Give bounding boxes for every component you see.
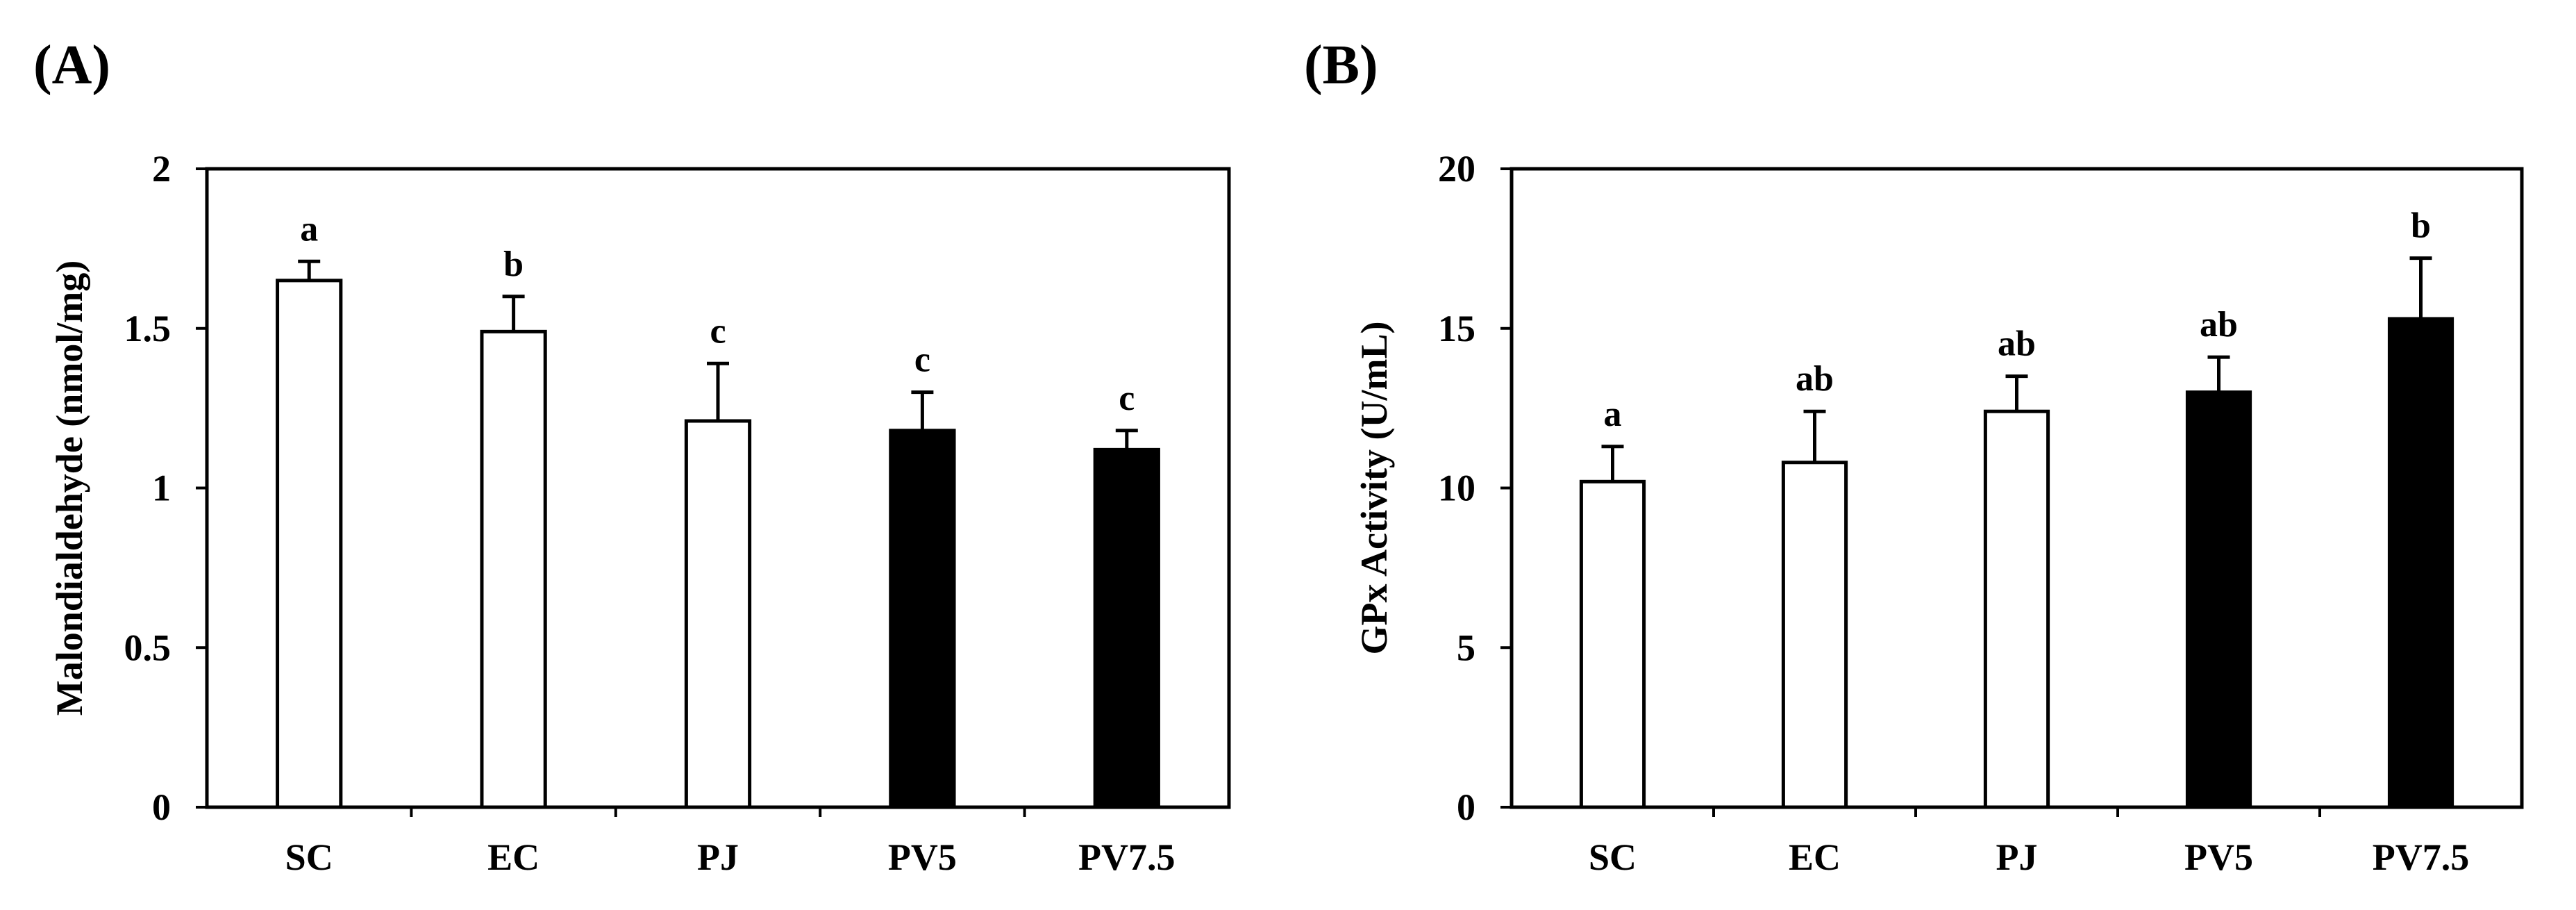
y-tick-label: 0: [1457, 786, 1475, 828]
y-tick-label: 0.5: [124, 627, 172, 668]
panel-b: (B) a SC ab EC ab PJ ab PV5 b PV7.5 0 5 10 15 20 GPx Act…: [1304, 35, 2524, 878]
x-tick-label: SC: [1589, 836, 1637, 878]
significance-label: ab: [2200, 305, 2238, 345]
x-tick-label: PV5: [2184, 836, 2253, 878]
y-tick-label: 10: [1438, 468, 1475, 509]
y-axis-title: GPx Activity (U/mL): [1353, 322, 1395, 655]
bar: [1093, 447, 1160, 809]
bar: [1579, 479, 1646, 809]
panel-a: (A) a SC b EC c PJ c PV5 c PV7.5 0 0.5 1 1.5 2 Malondial…: [33, 35, 1231, 878]
plot-frame: [205, 167, 1231, 809]
y-tick-label: 15: [1438, 308, 1475, 349]
x-tick-label: PV7.5: [1078, 836, 1175, 878]
significance-label: a: [1604, 395, 1622, 434]
significance-label: c: [710, 311, 726, 351]
significance-label: ab: [1796, 359, 1834, 399]
x-tick-label: PJ: [1996, 836, 2038, 878]
y-tick-label: 1.5: [124, 308, 172, 349]
panel-letter: (B): [1304, 35, 1378, 96]
plot-frame: [1509, 167, 2524, 809]
y-tick-label: 1: [152, 468, 171, 509]
y-tick-label: 20: [1438, 148, 1475, 190]
bar: [2387, 317, 2454, 809]
bar: [889, 429, 956, 809]
x-tick-label: PV7.5: [2373, 836, 2469, 878]
x-tick-label: PJ: [697, 836, 739, 878]
significance-label: b: [2411, 206, 2431, 246]
significance-label: c: [1119, 379, 1135, 418]
x-tick-label: EC: [487, 836, 540, 878]
x-tick-label: EC: [1789, 836, 1841, 878]
panel-letter: (A): [33, 35, 110, 96]
bar: [2185, 390, 2252, 809]
y-tick-label: 5: [1457, 627, 1475, 668]
y-tick-label: 2: [152, 148, 171, 190]
significance-label: ab: [1998, 324, 2036, 364]
y-tick-label: 0: [152, 786, 171, 828]
significance-label: b: [503, 245, 524, 284]
bar: [1781, 461, 1848, 809]
bar: [480, 329, 547, 809]
bar: [276, 279, 343, 809]
x-tick-label: PV5: [888, 836, 957, 878]
significance-label: c: [914, 340, 930, 380]
y-axis-title: Malondialdehyde (nmol/mg): [49, 260, 90, 716]
bar: [1983, 409, 2050, 809]
bar: [684, 419, 752, 809]
x-tick-label: SC: [285, 836, 333, 878]
significance-label: a: [300, 209, 318, 249]
